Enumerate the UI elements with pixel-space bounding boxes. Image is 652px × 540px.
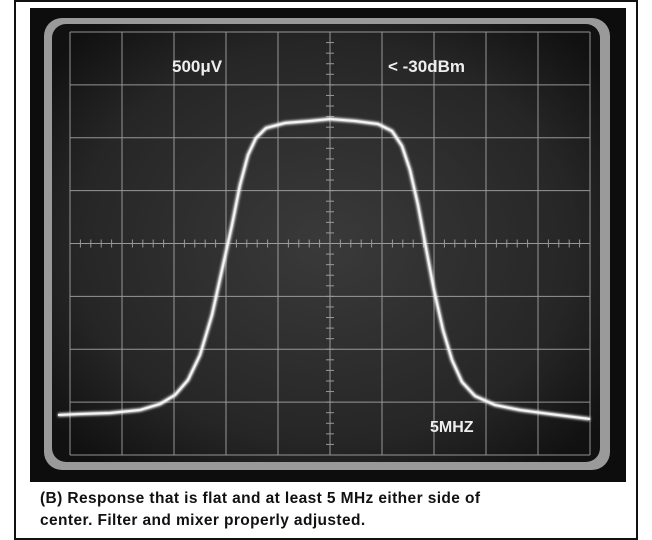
graticule [69,31,591,456]
figure-border [14,0,638,540]
level-label: < -30dBm [388,57,465,76]
caption-line: center. Filter and mixer properly adjust… [40,512,366,529]
span-label: 5MHZ [430,419,474,436]
amplitude-label: 500μV [172,57,223,76]
response-trace-core [57,117,591,420]
caption-line: (B) Response that is flat and at least 5… [40,490,481,507]
